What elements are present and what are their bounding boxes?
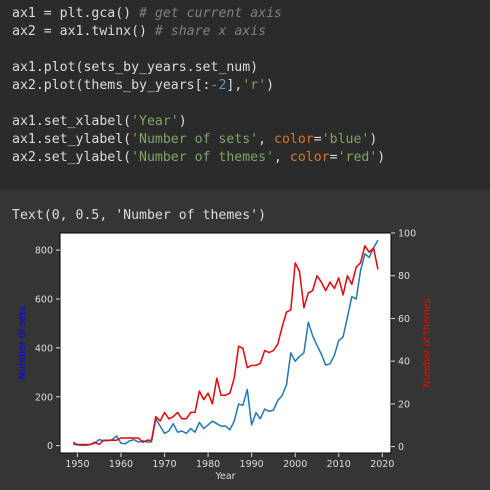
code-token: ax1 = plt.gca() [12, 6, 140, 21]
y-left-tick-label: 800 [35, 246, 53, 257]
code-line: ax2 = ax1.twinx() # share x axis [12, 23, 266, 41]
code-token: ) [266, 78, 275, 93]
code-token: 'red' [337, 150, 378, 165]
x-tick-label: 1990 [240, 459, 264, 470]
code-token: = [329, 150, 338, 165]
code-token: ax1.set_ylabel( [12, 132, 132, 147]
x-tick-label: 1970 [152, 459, 176, 470]
code-token: ) [377, 150, 386, 165]
code-token: color [289, 150, 330, 165]
code-cell[interactable]: ax1 = plt.gca() # get current axis ax2 = … [0, 0, 490, 190]
code-token: ) [178, 114, 187, 129]
code-token: ) [369, 132, 378, 147]
code-token: , [258, 132, 275, 147]
y-left-tick-label: 0 [47, 441, 53, 452]
y-left-tick-label: 200 [35, 392, 53, 403]
series-line-themes [72, 245, 379, 446]
y-right-tick-label: 100 [398, 229, 416, 240]
y-right-tick-label: 40 [398, 357, 410, 368]
code-line: ax2.set_ylabel('Number of themes', color… [12, 149, 385, 167]
code-line: ax2.plot(thems_by_years[:-2],'r') [12, 77, 274, 95]
y-left-axis-label: Number of sets [17, 307, 28, 380]
x-tick-label: 1950 [65, 459, 89, 470]
code-token: ax2.set_ylabel( [12, 150, 132, 165]
x-tick-label: 1960 [109, 459, 133, 470]
x-tick-label: 2000 [283, 459, 307, 470]
y-right-axis-label: Number of themes [422, 298, 433, 387]
output-text: Text(0, 0.5, 'Number of themes') [12, 208, 267, 223]
code-token: 'Year' [131, 114, 179, 129]
code-token: ax2.plot(thems_by_years[: [12, 78, 211, 93]
code-token: 'r' [242, 78, 267, 93]
code-token: 'Number of sets' [131, 132, 259, 147]
y-left-tick-label: 400 [35, 343, 53, 354]
y-left-tick-label: 600 [35, 295, 53, 306]
x-tick-label: 1980 [196, 459, 220, 470]
code-line: ax1.plot(sets_by_years.set_num) [12, 59, 258, 77]
plot-area [60, 233, 391, 453]
code-line: ax1.set_ylabel('Number of sets', color='… [12, 131, 377, 149]
plot-frame [59, 232, 392, 454]
code-token: -2 [210, 78, 227, 93]
y-right-tick-label: 80 [398, 271, 410, 282]
code-token: # share x axis [154, 24, 267, 39]
code-token: 'blue' [321, 132, 370, 147]
code-token: # get current axis [139, 6, 282, 21]
code-token: = [313, 132, 322, 147]
y-right-tick-label: 0 [398, 442, 404, 453]
y-right-tick-label: 60 [398, 314, 410, 325]
x-tick-label: 2010 [327, 459, 351, 470]
code-token: ax1.plot(sets_by_years.set_num) [12, 60, 259, 75]
x-tick-label: 2020 [370, 459, 394, 470]
code-line: ax1 = plt.gca() # get current axis [12, 5, 282, 23]
x-axis-label: Year [214, 471, 235, 482]
series-line-sets [73, 239, 379, 447]
code-token: ax2 = ax1.twinx() [12, 24, 155, 39]
y-right-tick-label: 20 [398, 399, 410, 410]
code-token: , [274, 150, 290, 165]
code-token: ], [226, 78, 243, 93]
code-token: color [274, 132, 314, 147]
code-token: ax1.set_xlabel( [12, 114, 132, 129]
code-token: 'Number of themes' [131, 150, 275, 165]
code-line: ax1.set_xlabel('Year') [12, 113, 187, 131]
